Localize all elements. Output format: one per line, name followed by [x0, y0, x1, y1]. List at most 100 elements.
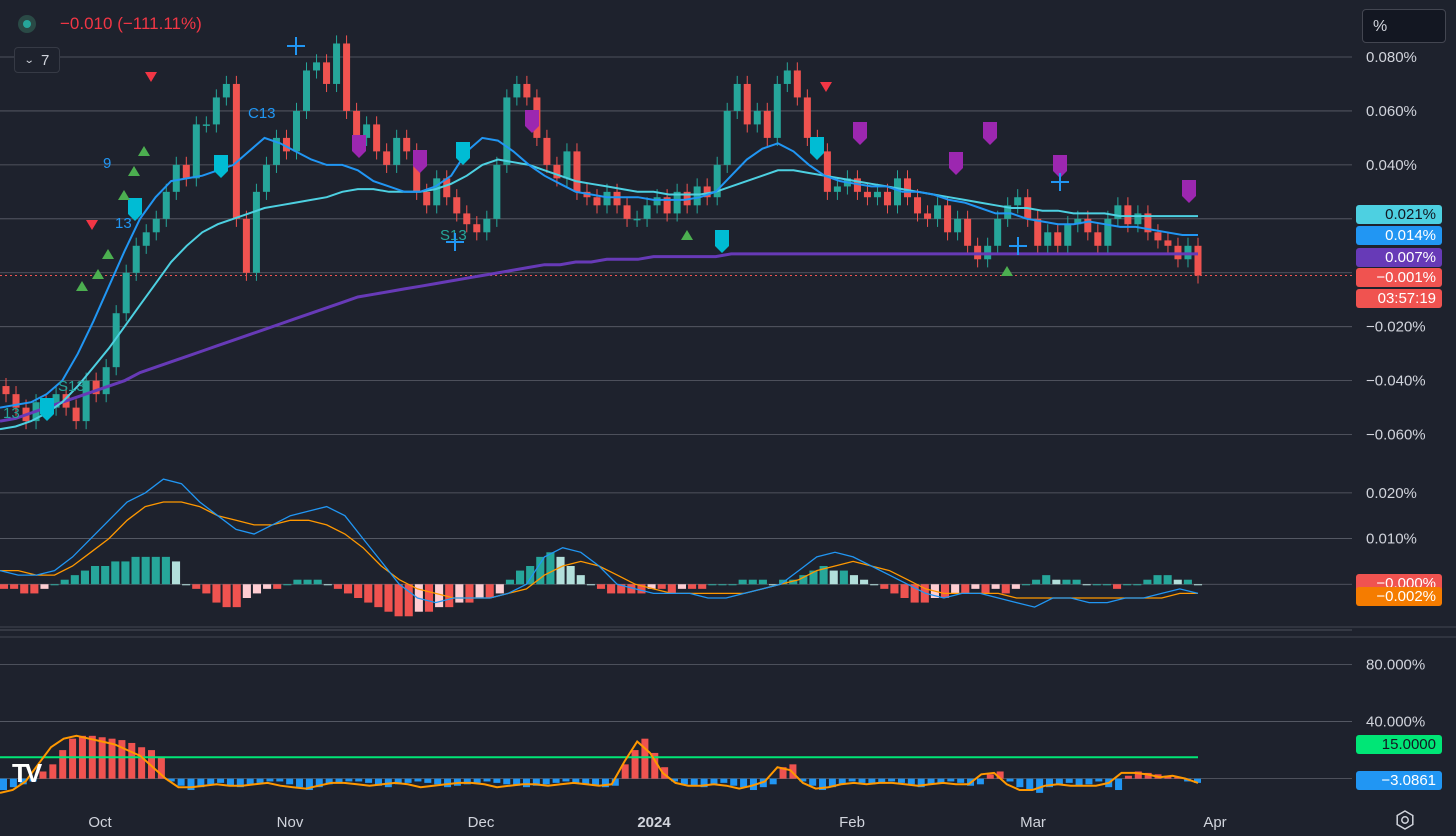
- macd-bar: [516, 570, 525, 585]
- macd-bar: [252, 584, 262, 594]
- osc-bar: [819, 778, 827, 791]
- candle-body: [72, 407, 80, 422]
- osc-bar: [138, 747, 146, 779]
- macd-bar: [536, 556, 545, 585]
- osc-bar: [256, 778, 264, 783]
- buy-triangle-icon: [138, 146, 150, 156]
- macd-bar: [212, 584, 221, 603]
- osc-bar: [730, 778, 738, 786]
- buy-triangle-icon: [1001, 266, 1013, 276]
- osc-bar: [296, 778, 304, 788]
- percent-scale-button[interactable]: %: [1362, 9, 1446, 43]
- candle-body: [1044, 232, 1052, 246]
- macd-bar: [1123, 584, 1132, 586]
- macd-bar: [70, 575, 79, 585]
- macd-bar: [596, 584, 606, 589]
- signal-annotation: S13: [58, 378, 85, 395]
- osc-bar: [503, 778, 511, 785]
- signal-annotation: 9: [103, 155, 111, 172]
- candle-body: [713, 164, 721, 198]
- osc-bar: [582, 778, 590, 785]
- osc-bar: [118, 740, 126, 779]
- candle-body: [463, 213, 471, 225]
- macd-bar: [505, 579, 514, 585]
- osc-bar: [365, 778, 373, 783]
- candle-body: [1144, 213, 1152, 233]
- macd-bar: [617, 584, 626, 594]
- tradingview-logo[interactable]: TV: [12, 758, 42, 788]
- osc-bar: [207, 778, 215, 785]
- macd-bar: [799, 575, 808, 585]
- osc-bar: [493, 778, 501, 783]
- osc-bar: [907, 778, 915, 785]
- osc-bar: [444, 778, 452, 788]
- osc-bar: [838, 778, 846, 785]
- osc-bar: [157, 757, 165, 779]
- osc-bar: [167, 778, 175, 782]
- cross-marker-icon: [1051, 173, 1069, 191]
- osc-bar: [986, 774, 994, 779]
- x-tick-label: 2024: [637, 814, 671, 831]
- macd-bar: [10, 584, 19, 589]
- candle-body: [132, 245, 140, 273]
- signal-marker-icon: [413, 150, 427, 173]
- macd-bar: [849, 575, 859, 585]
- candle-body: [363, 124, 371, 138]
- osc-bar: [187, 778, 195, 791]
- osc-bar: [49, 764, 57, 779]
- signal-annotation: S13: [440, 227, 467, 244]
- osc-bar: [1055, 778, 1063, 785]
- candle-body: [623, 205, 631, 219]
- candle-body: [192, 124, 200, 179]
- candle-body: [52, 394, 60, 408]
- candle-body: [232, 83, 240, 219]
- osc-bar: [809, 778, 817, 786]
- y-tick-label: 80.000%: [1366, 657, 1425, 674]
- candle-body: [1134, 213, 1142, 225]
- macd-bar: [182, 584, 191, 586]
- osc-bar: [592, 778, 600, 786]
- candle-body: [1014, 197, 1022, 206]
- candle-body: [693, 186, 701, 206]
- collapse-indicators-button[interactable]: ⌄ 7: [14, 47, 60, 73]
- macd-bar: [991, 584, 1000, 589]
- osc-bar: [1194, 778, 1201, 783]
- osc-bar: [29, 778, 37, 782]
- osc-bar: [1115, 778, 1123, 791]
- macd-bar: [1153, 575, 1162, 585]
- x-tick-label: Apr: [1203, 814, 1226, 831]
- macd-bar: [829, 570, 838, 585]
- macd-bar: [961, 584, 970, 594]
- candle-body: [1094, 232, 1102, 246]
- osc-bar: [542, 778, 550, 785]
- osc-bar: [651, 752, 659, 779]
- osc-bar: [1075, 778, 1083, 786]
- candle-body: [172, 164, 180, 192]
- signal-marker-icon: [810, 137, 824, 160]
- candle-body: [473, 224, 481, 233]
- macd-bar: [171, 561, 181, 585]
- ema-mid-line: [0, 158, 1198, 431]
- candle-body: [643, 205, 651, 219]
- macd-bar: [1163, 575, 1172, 585]
- y-tick-label: −0.040%: [1366, 373, 1426, 390]
- status-dot-icon[interactable]: [18, 15, 36, 33]
- candle-body: [914, 197, 922, 214]
- macd-histogram: [0, 552, 1203, 617]
- candle-body: [92, 380, 100, 395]
- macd-bar: [1133, 584, 1142, 586]
- osc-bar: [473, 778, 481, 783]
- macd-bar: [940, 584, 950, 598]
- macd-bar: [1092, 584, 1101, 586]
- macd-bar: [607, 584, 616, 594]
- candle-body: [112, 313, 120, 368]
- cross-marker-icon: [287, 37, 305, 55]
- x-tick-label: Oct: [88, 814, 112, 831]
- settings-gear-icon[interactable]: [1395, 810, 1415, 830]
- macd-bar: [566, 566, 575, 585]
- candle-body: [803, 97, 811, 138]
- candle-body: [202, 124, 210, 126]
- candle-body: [323, 62, 331, 84]
- osc-bar: [69, 738, 77, 779]
